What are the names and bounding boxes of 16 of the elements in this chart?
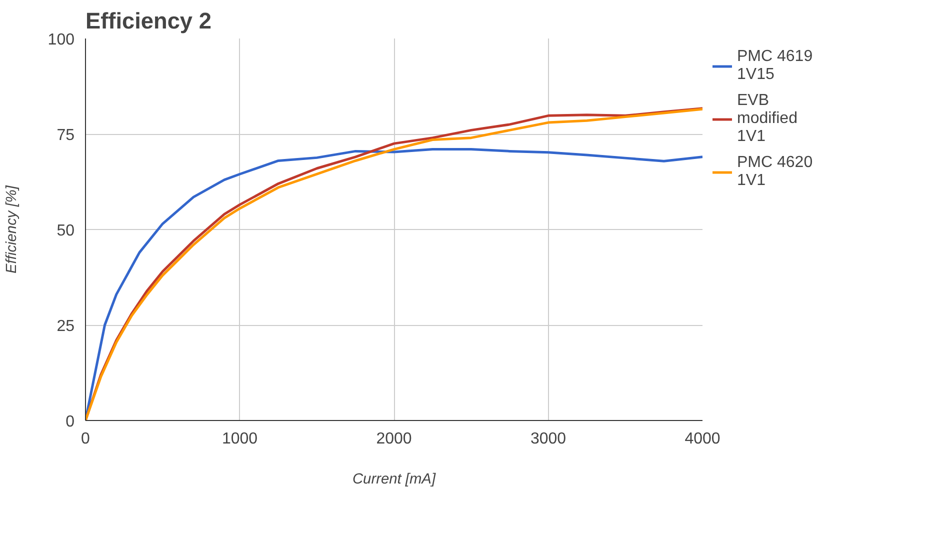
y-tick-label: 50 — [56, 222, 75, 240]
legend-label: EVB modified 1V1 — [737, 92, 798, 146]
x-tick-label: 2000 — [376, 430, 412, 448]
legend-label: PMC 4620 1V1 — [737, 154, 813, 190]
x-axis-title: Current [mA] — [352, 472, 436, 488]
legend-label: PMC 4619 1V15 — [737, 48, 813, 84]
x-tick-label: 0 — [81, 430, 90, 448]
chart-title: Efficiency 2 — [86, 8, 212, 34]
y-tick-label: 0 — [66, 414, 75, 430]
x-tick-label: 3000 — [530, 430, 566, 448]
y-axis-title: Efficiency [%] — [4, 184, 20, 274]
y-tick-label: 25 — [56, 318, 75, 335]
y-tick-label: 75 — [56, 127, 75, 144]
y-tick-label: 100 — [48, 32, 75, 48]
x-tick-label: 4000 — [684, 430, 720, 448]
x-tick-label: 1000 — [222, 430, 258, 448]
